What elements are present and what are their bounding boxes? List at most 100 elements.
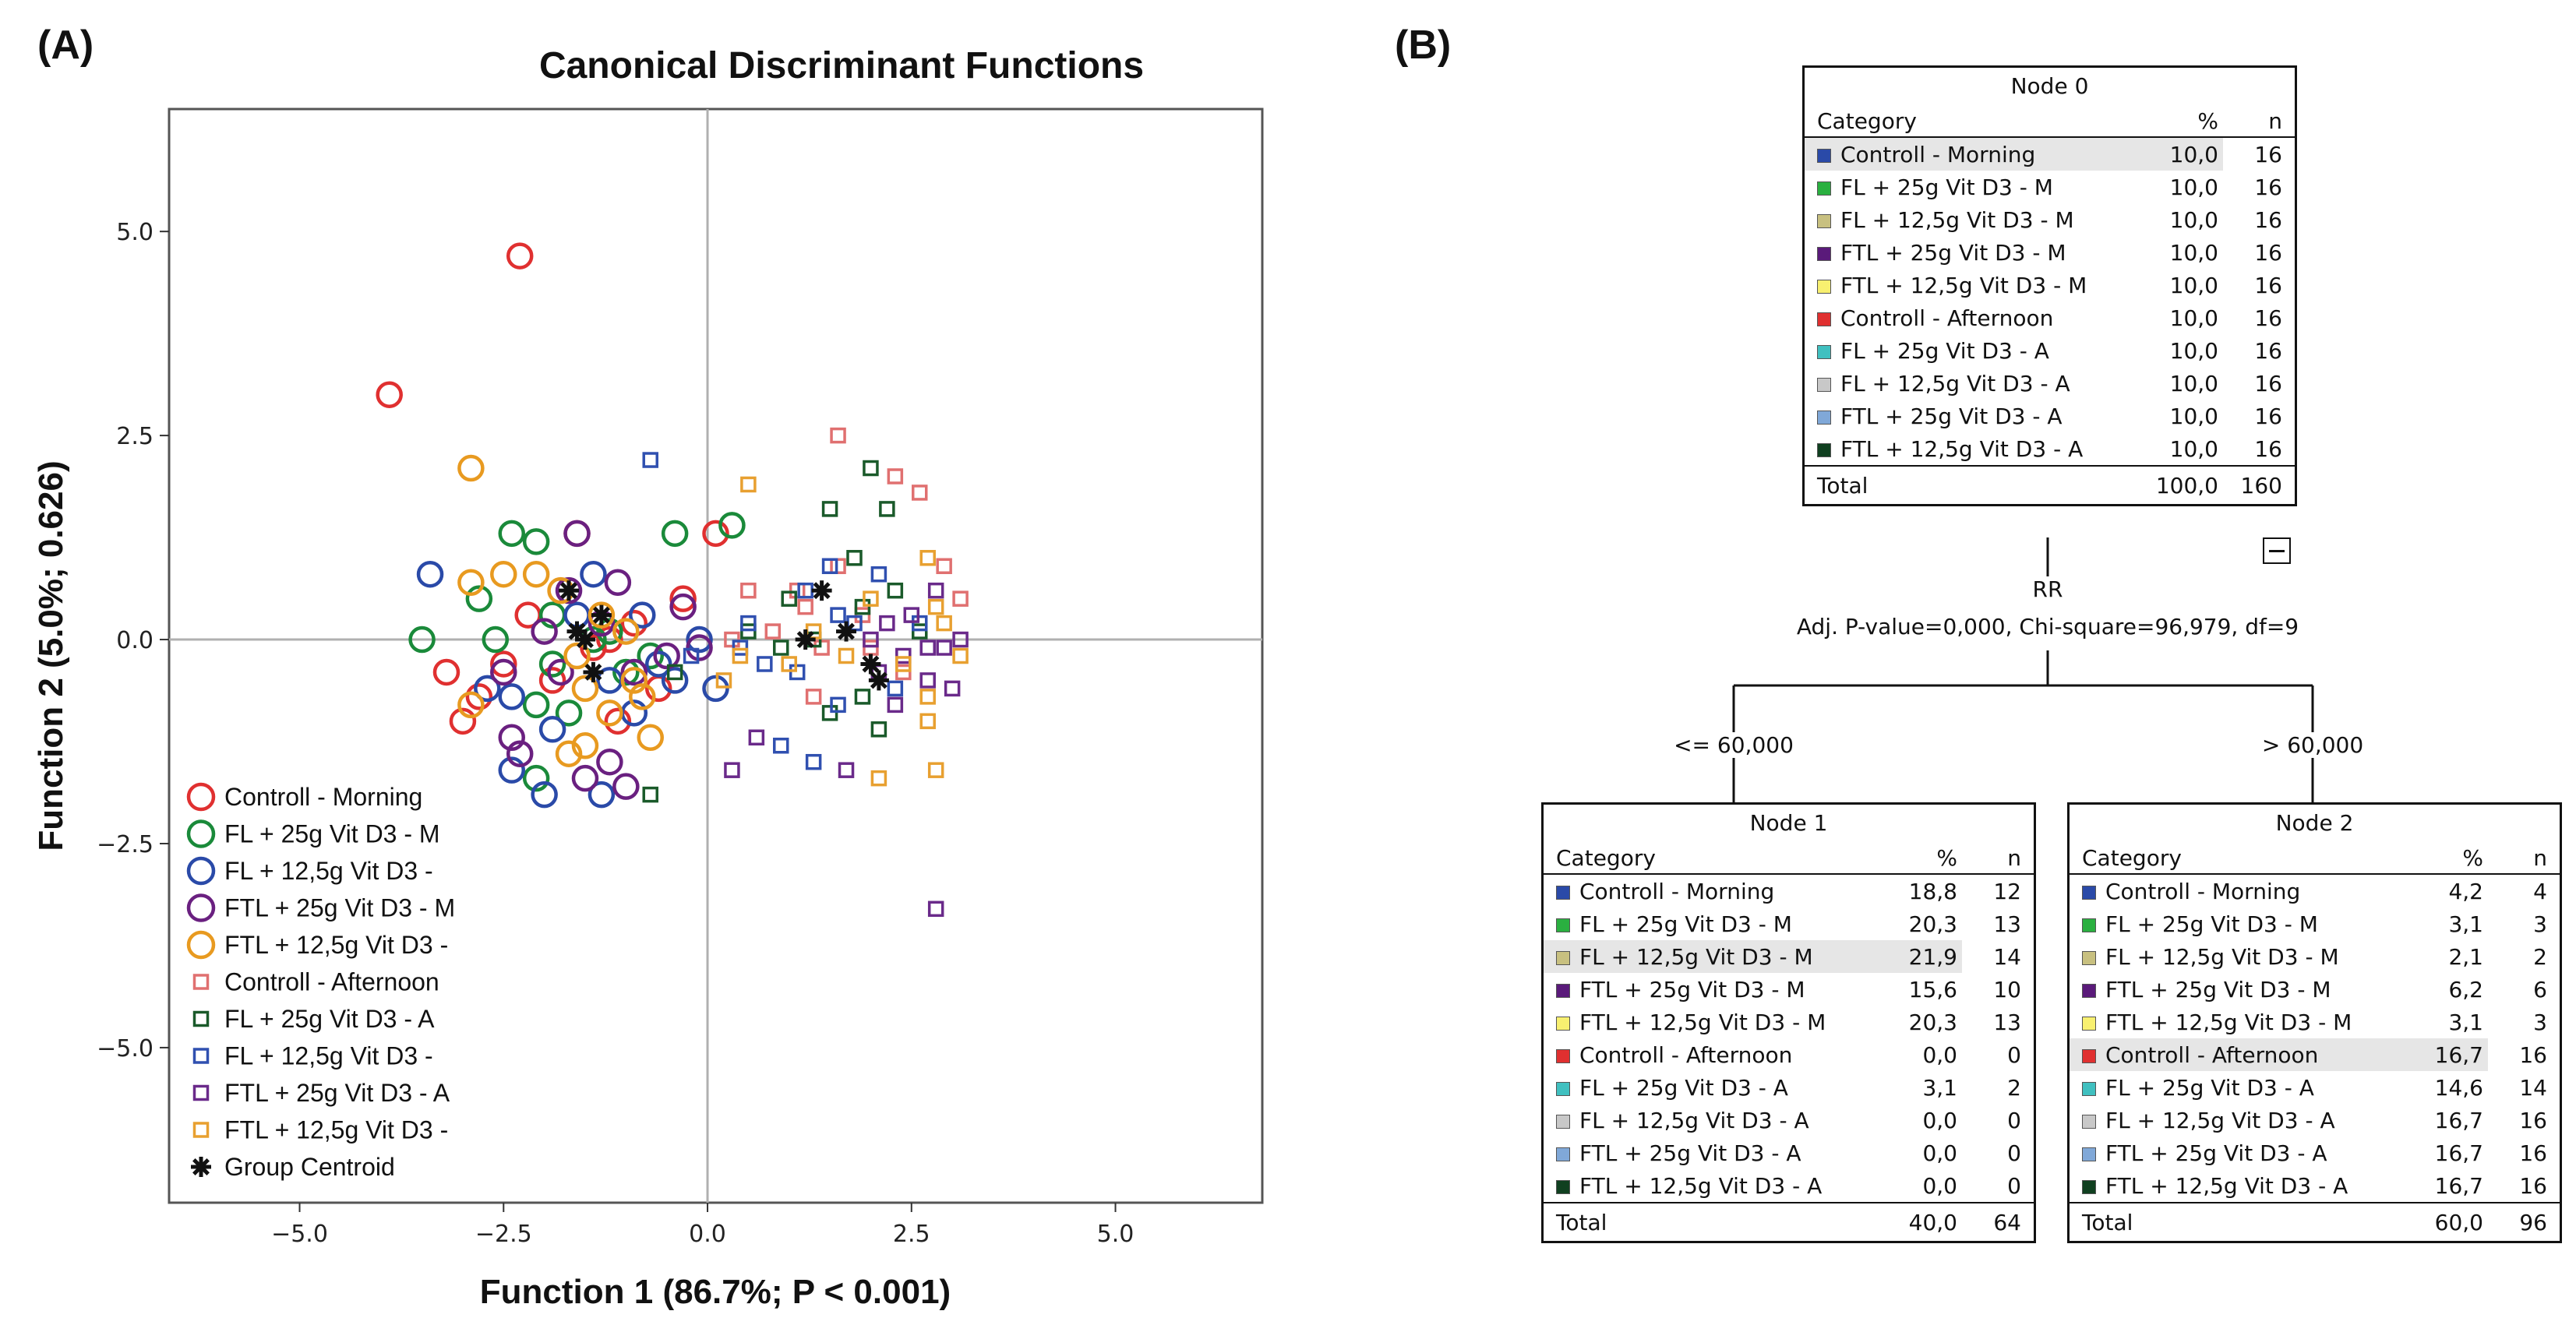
scatter-point — [805, 689, 822, 705]
scatter-point — [465, 683, 493, 710]
percent-cell: 14,6 — [2434, 1074, 2483, 1101]
node-row: FTL + 25g Vit D3 - A 16,7 16 — [2070, 1136, 2560, 1169]
node-row: FL + 25g Vit D3 - M 3,1 3 — [2070, 907, 2560, 940]
category-swatch — [2082, 1048, 2096, 1063]
centroid-point — [860, 654, 881, 675]
scatter-point — [620, 667, 648, 694]
total-n: 64 — [1962, 1202, 2034, 1241]
scatter-point — [580, 560, 607, 588]
scatter-point — [538, 650, 566, 678]
scatter-point — [830, 427, 846, 444]
category-swatch — [1556, 1016, 1570, 1031]
node-total-row: Total 60,0 96 — [2070, 1202, 2560, 1241]
tree-node-1[interactable]: Node 1 Category% n Controll - Morning 18,8 12… — [1541, 802, 2036, 1243]
category-cell: FTL + 12,5g Vit D3 - A — [1544, 1169, 1867, 1203]
legend-marker — [186, 782, 216, 812]
scatter-point — [919, 713, 936, 730]
percent-cell: 10,0 — [2169, 272, 2218, 298]
scatter-point — [887, 468, 904, 485]
scatter-point — [457, 454, 485, 482]
category-label: FL + 25g Vit D3 - A — [1579, 1074, 1788, 1101]
category-label: FL + 25g Vit D3 - M — [2105, 911, 2318, 937]
category-swatch — [1817, 377, 1831, 392]
category-cell: Controll - Afternoon — [1805, 301, 2128, 334]
scatter-point — [376, 381, 403, 408]
scatter-point — [854, 689, 871, 705]
scatter-point — [813, 640, 830, 656]
scatter-point — [854, 607, 871, 623]
y-tick-label: −2.5 — [97, 831, 154, 858]
percent-cell: 10,0 — [2169, 206, 2218, 233]
collapse-node-0-button[interactable] — [2263, 537, 2291, 564]
node-row: FTL + 25g Vit D3 - M 6,2 6 — [2070, 973, 2560, 1006]
n-cell: 14 — [1993, 943, 2021, 970]
scatter-point — [821, 558, 838, 574]
legend-label: Controll - Morning — [224, 783, 422, 811]
category-label: Controll - Morning — [1840, 141, 2036, 167]
scatter-point — [531, 781, 558, 809]
n-header: n — [1962, 842, 2034, 875]
category-cell: FL + 25g Vit D3 - A — [2070, 1071, 2393, 1104]
category-swatch — [2082, 1081, 2096, 1096]
scatter-point — [457, 691, 485, 719]
scatter-point — [686, 625, 713, 654]
scatter-point — [773, 738, 789, 754]
node-row: Controll - Afternoon 10,0 16 — [1805, 301, 2295, 334]
category-swatch — [1556, 1081, 1570, 1096]
scatter-point — [870, 566, 887, 583]
scatter-point — [854, 598, 871, 615]
category-label: Controll - Morning — [1579, 878, 1775, 904]
centroid-point — [559, 580, 580, 601]
centroid-point — [574, 629, 595, 650]
tree-node-0[interactable]: Node 0 Category% n Controll - Morning 10,0 16… — [1802, 65, 2297, 506]
tree-node-2[interactable]: Node 2 Category% n Controll - Morning 4,2 4 FL… — [2067, 802, 2562, 1243]
node-row: FL + 25g Vit D3 - A 10,0 16 — [1805, 334, 2295, 367]
percent-cell: 18,8 — [1908, 878, 1957, 904]
scatter-point — [522, 764, 550, 792]
category-swatch — [1556, 950, 1570, 965]
legend-marker — [192, 1010, 210, 1027]
scatter-point — [547, 658, 574, 686]
scatter-point — [661, 667, 689, 694]
total-n: 160 — [2223, 465, 2295, 504]
scatter-point — [732, 640, 749, 656]
y-tick-label: 2.5 — [116, 423, 154, 450]
n-cell: 14 — [2519, 1074, 2547, 1101]
category-label: FL + 12,5g Vit D3 - A — [1840, 370, 2070, 396]
scatter-point — [465, 585, 493, 612]
category-cell: Controll - Morning — [2070, 874, 2393, 907]
category-swatch — [1556, 983, 1570, 998]
percent-cell: 3,1 — [1922, 1074, 1957, 1101]
n-cell: 3 — [2533, 1009, 2547, 1035]
scatter-point — [887, 680, 904, 697]
scatter-point — [821, 705, 838, 721]
scatter-point — [944, 680, 961, 697]
scatter-point — [887, 696, 904, 714]
scatter-point — [838, 647, 855, 664]
node-title: Node 1 — [1749, 810, 1828, 836]
y-tick-label: 5.0 — [116, 219, 154, 246]
node-row: FTL + 12,5g Vit D3 - A 10,0 16 — [1805, 432, 2295, 466]
total-percent: 100,0 — [2128, 465, 2223, 504]
scatter-point — [604, 569, 632, 596]
node-row: Controll - Afternoon 0,0 0 — [1544, 1038, 2034, 1071]
category-swatch — [1556, 1114, 1570, 1129]
percent-cell: 16,7 — [2434, 1140, 2483, 1166]
category-label: FL + 12,5g Vit D3 - M — [1579, 943, 1813, 970]
scatter-point — [642, 786, 658, 803]
category-label: Controll - Afternoon — [1840, 305, 2054, 331]
scatter-point — [531, 618, 558, 645]
category-label: FL + 12,5g Vit D3 - A — [2105, 1107, 2335, 1133]
scatter-point — [620, 658, 648, 686]
scatter-point — [927, 900, 944, 918]
category-label: FTL + 12,5g Vit D3 - M — [1840, 272, 2087, 298]
scatter-point — [895, 664, 912, 681]
node-row: FTL + 25g Vit D3 - M 10,0 16 — [1805, 236, 2295, 269]
centroid-point — [795, 629, 816, 650]
category-swatch — [1817, 246, 1831, 261]
scatter-point — [805, 753, 822, 770]
scatter-point — [830, 607, 846, 623]
legend-marker — [192, 1048, 210, 1064]
category-header: Category — [1544, 842, 1867, 875]
